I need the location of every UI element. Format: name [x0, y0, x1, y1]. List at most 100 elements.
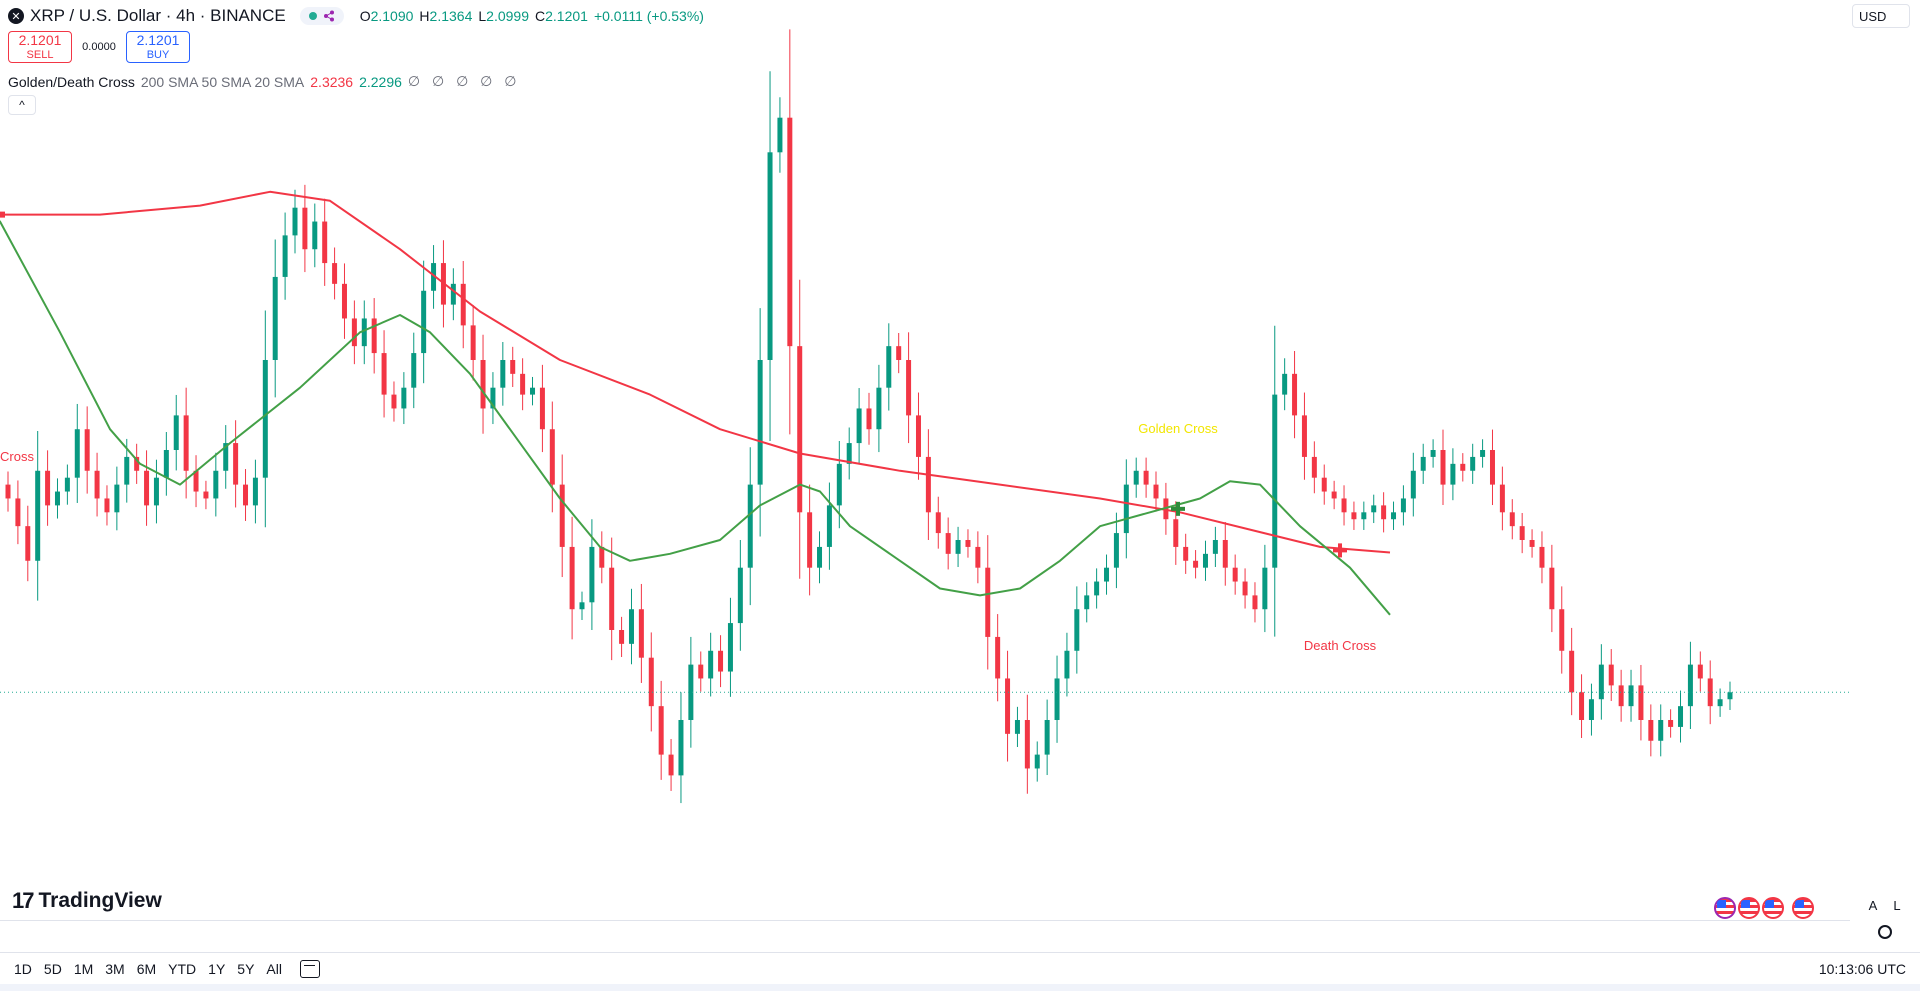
candle-body — [64, 477, 70, 492]
currency-selector[interactable]: USD — [1852, 4, 1910, 28]
market-open-icon — [308, 12, 317, 20]
candle-body — [589, 546, 595, 603]
candle-body — [431, 263, 437, 291]
candle-body — [846, 443, 852, 464]
candle-body — [144, 470, 150, 506]
candle-body — [539, 387, 545, 430]
candle-body — [787, 117, 793, 347]
range-button-5d[interactable]: 5D — [43, 960, 62, 977]
death-cross-marker — [1338, 543, 1342, 558]
range-button-1d[interactable]: 1D — [14, 960, 32, 977]
candle-body — [1430, 450, 1436, 457]
candle-body — [559, 484, 565, 547]
range-button-5y[interactable]: 5Y — [237, 960, 255, 977]
candle-body — [1598, 664, 1604, 700]
candle-body — [1460, 463, 1466, 471]
chart-settings-gear-icon[interactable] — [1878, 925, 1892, 939]
candle-body — [173, 415, 179, 450]
candle-body — [262, 360, 268, 478]
candle-body — [134, 456, 140, 471]
collapse-legend-button[interactable]: ^ — [8, 95, 36, 115]
candle-body — [371, 318, 377, 354]
candle-body — [836, 463, 842, 506]
candle-body — [1499, 484, 1505, 513]
candle-body — [272, 276, 278, 360]
candle-body — [1658, 720, 1664, 741]
range-button-ytd[interactable]: YTD — [168, 960, 197, 977]
candle-body — [1331, 491, 1337, 499]
candle-body — [15, 498, 21, 527]
range-button-3m[interactable]: 3M — [105, 960, 125, 977]
candle-body — [54, 491, 60, 506]
candle-body — [460, 283, 466, 326]
range-button-6m[interactable]: 6M — [136, 960, 157, 977]
ohlc-item: +0.0111 (+0.53%) — [594, 8, 704, 24]
candle-body — [1717, 699, 1723, 707]
indicator-legend[interactable]: Golden/Death Cross 200 SMA 50 SMA 20 SMA… — [8, 73, 520, 90]
candle-body — [1440, 450, 1446, 485]
candle-body — [490, 387, 496, 409]
candle-body — [737, 567, 743, 624]
candle-body — [292, 207, 298, 236]
indicator-params: 200 SMA 50 SMA 20 SMA — [140, 73, 305, 90]
candle-body — [411, 353, 417, 388]
buy-button[interactable]: 2.1201 BUY — [126, 31, 190, 63]
candle-body — [747, 484, 753, 568]
auto-scale-button[interactable]: A — [1868, 897, 1878, 913]
candle-body — [648, 657, 654, 707]
log-scale-button[interactable]: L — [1893, 897, 1901, 913]
tradingview-mark-icon: 17 — [12, 888, 35, 913]
candle-body — [935, 512, 941, 534]
candle-body — [1509, 512, 1515, 527]
candle-body — [1064, 650, 1070, 679]
candle-body — [252, 477, 258, 506]
candle-body — [233, 443, 239, 485]
indicator-value-sma200: 2.3236 — [310, 73, 354, 90]
market-status-pill[interactable] — [299, 7, 344, 25]
cross-annotation: Cross — [0, 449, 34, 464]
ohlc-item: O2.1090 — [360, 8, 414, 24]
candle-body — [1292, 373, 1298, 416]
us-flag-event-icon[interactable] — [1792, 897, 1814, 919]
bottom-toolbar: 1D 5D 1M 3M 6M YTD 1Y 5Y All 10:13:06 UTC — [0, 952, 1920, 984]
candle-body — [213, 470, 219, 499]
us-flag-event-icon[interactable] — [1714, 897, 1736, 919]
candle-body — [1559, 609, 1565, 651]
range-button-all[interactable]: All — [266, 960, 282, 977]
candle-body — [638, 609, 644, 658]
candle-body — [1005, 678, 1011, 734]
candle-body — [807, 512, 813, 568]
candle-body — [510, 360, 516, 374]
candle-body — [1351, 512, 1357, 520]
candle-body — [1094, 581, 1100, 596]
candle-body — [1489, 450, 1495, 485]
candle-body — [480, 360, 486, 409]
chart-area[interactable]: 79111315171921232527Mar35791113151719212… — [0, 0, 1850, 920]
sell-label: SELL — [26, 48, 54, 61]
candle-body — [1707, 678, 1713, 707]
symbol-title[interactable]: XRP / U.S. Dollar · 4h · BINANCE — [30, 6, 286, 25]
indicator-null-values: ∅ ∅ ∅ ∅ ∅ — [407, 73, 521, 89]
range-button-1m[interactable]: 1M — [73, 960, 94, 977]
candle-body — [223, 443, 229, 471]
candle-body — [1480, 450, 1486, 457]
candle-body — [341, 283, 347, 319]
candle-body — [1133, 470, 1139, 485]
tradingview-logo[interactable]: 17 TradingView — [12, 888, 162, 914]
economic-events[interactable] — [1714, 897, 1814, 919]
candle-body — [619, 630, 625, 644]
candle-body — [35, 470, 41, 561]
calendar-icon[interactable] — [299, 959, 320, 978]
utc-clock[interactable]: 10:13:06 UTC — [1818, 960, 1906, 977]
ohlc-values: O2.1090 H2.1364 L2.0999 C2.1201 +0.0111 (+0.… — [360, 8, 704, 24]
bottom-edge — [0, 984, 1920, 991]
candle-body — [915, 415, 921, 457]
us-flag-event-icon[interactable] — [1762, 897, 1784, 919]
price-chart[interactable]: 79111315171921232527Mar35791113151719212… — [0, 0, 1850, 920]
us-flag-event-icon[interactable] — [1738, 897, 1760, 919]
range-button-1y[interactable]: 1Y — [208, 960, 226, 977]
cross-annotation: Death Cross — [1304, 638, 1377, 653]
sell-button[interactable]: 2.1201 SELL — [8, 31, 72, 63]
candle-body — [549, 429, 555, 485]
candle-body — [1608, 664, 1614, 686]
